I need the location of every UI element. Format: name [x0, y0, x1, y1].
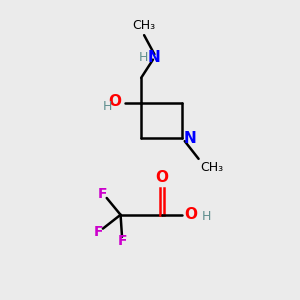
Text: H: H: [139, 51, 148, 64]
Text: N: N: [148, 50, 161, 65]
Text: H: H: [202, 210, 212, 223]
Text: N: N: [184, 131, 197, 146]
Text: O: O: [184, 207, 197, 222]
Text: F: F: [117, 234, 127, 248]
Text: F: F: [94, 225, 103, 239]
Text: O: O: [155, 170, 168, 185]
Text: O: O: [108, 94, 121, 109]
Text: CH₃: CH₃: [200, 161, 223, 174]
Text: H: H: [102, 100, 112, 113]
Text: CH₃: CH₃: [133, 19, 156, 32]
Text: F: F: [98, 187, 108, 201]
